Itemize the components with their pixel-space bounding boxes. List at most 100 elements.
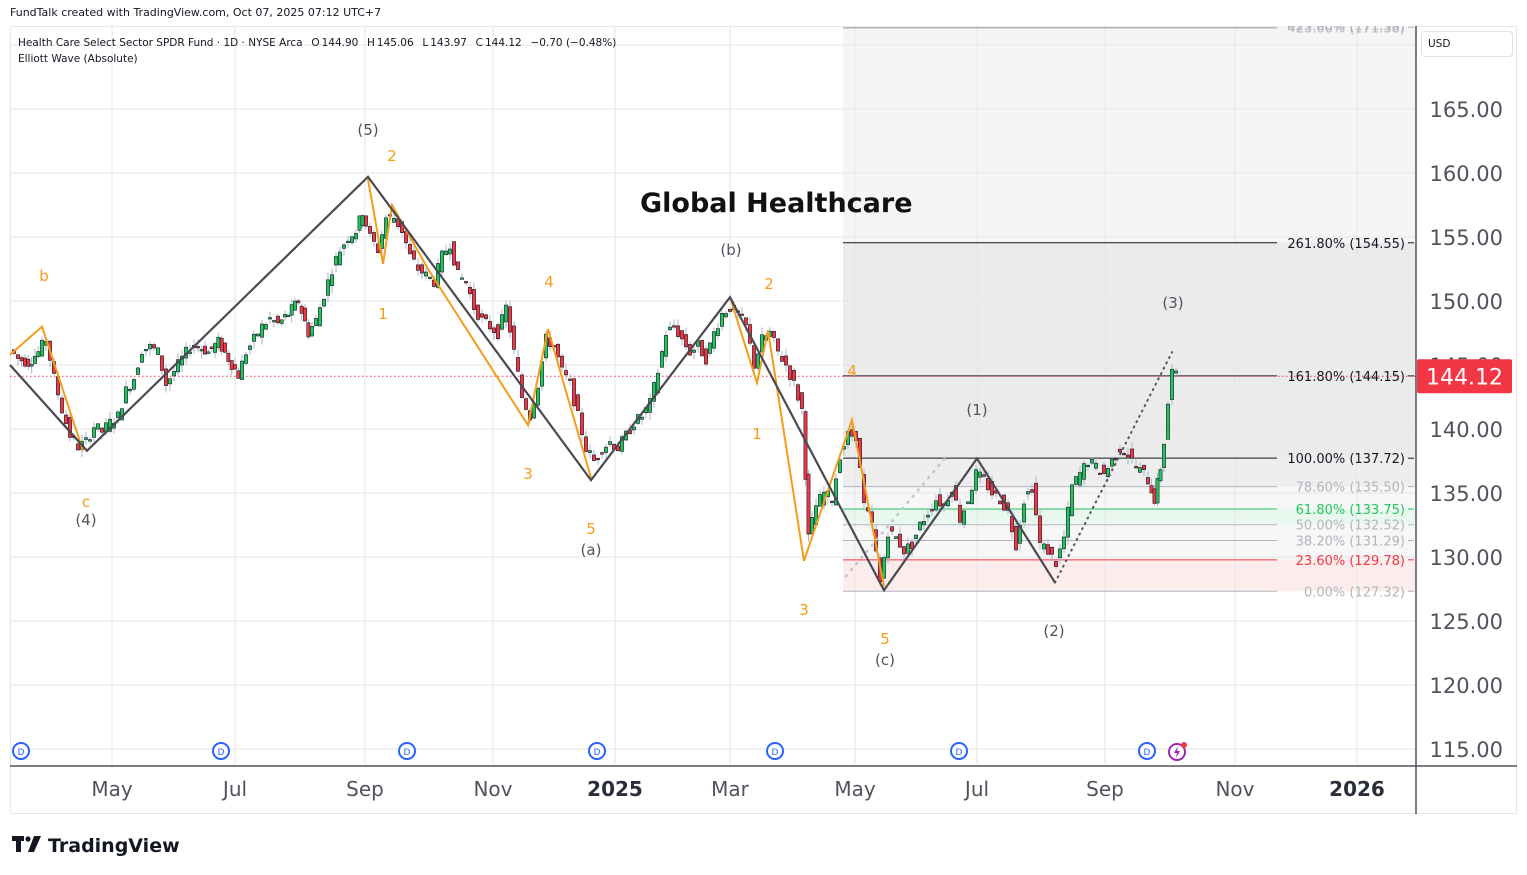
time-axis-label[interactable]: Nov [1215,777,1254,801]
candle-down[interactable] [472,289,476,310]
elliott-major-wave[interactable] [9,175,1056,593]
candle-up[interactable] [914,534,918,539]
candle-down[interactable] [596,458,600,461]
dividend-marker-icon[interactable]: D [766,742,784,760]
candle-up[interactable] [810,517,814,535]
candle-up[interactable] [176,359,180,373]
candle-down[interactable] [524,398,528,410]
candle-down[interactable] [152,344,156,349]
candle-up[interactable] [168,378,172,385]
candle-down[interactable] [796,384,800,401]
candle-up[interactable] [760,334,764,353]
candle-down[interactable] [938,494,942,507]
candle-up[interactable] [834,478,838,506]
candle-up[interactable] [664,335,668,357]
candle-up[interactable] [248,345,252,350]
candle-up[interactable] [1062,536,1066,550]
candle-down[interactable] [1010,516,1014,533]
candle-up[interactable] [29,363,34,367]
candle-down[interactable] [368,226,372,234]
candle-down[interactable] [1102,464,1106,474]
candle-up[interactable] [144,349,148,352]
annotation-title[interactable]: Global Healthcare [640,188,913,219]
candle-up[interactable] [1138,467,1142,473]
candle-up[interactable] [632,426,636,431]
candle-up[interactable] [116,411,120,418]
candle-down[interactable] [492,327,496,333]
candle-down[interactable] [1142,464,1146,471]
candle-up[interactable] [293,300,297,311]
candle-up[interactable] [279,319,284,324]
candle-down[interactable] [416,264,420,271]
candle-down[interactable] [164,368,168,386]
candle-up[interactable] [244,354,248,364]
candle-down[interactable] [772,331,776,338]
candle-up[interactable] [708,342,712,354]
candle-up[interactable] [1158,469,1163,482]
candle-down[interactable] [803,411,808,480]
candle-down[interactable] [704,348,708,365]
candle-up[interactable] [1082,463,1086,480]
candle-up[interactable] [978,471,982,478]
candle-up[interactable] [460,277,464,280]
candle-down[interactable] [412,250,416,260]
currency-selector[interactable]: USD [1421,31,1513,57]
candle-up[interactable] [330,274,334,286]
candle-up[interactable] [350,236,354,243]
candle-down[interactable] [1118,448,1122,453]
candle-up[interactable] [906,543,910,554]
candle-down[interactable] [592,454,596,461]
candle-up[interactable] [500,314,504,330]
candle-up[interactable] [322,298,326,307]
time-axis-label[interactable]: Mar [711,777,750,801]
candle-up[interactable] [962,510,966,525]
time-axis-label[interactable]: May [91,777,133,801]
candle-up[interactable] [84,437,88,440]
candle-up[interactable] [918,521,922,531]
candle-down[interactable] [740,313,744,316]
candle-up[interactable] [1042,543,1046,550]
candle-up[interactable] [148,344,152,350]
candle-down[interactable] [484,314,488,320]
candle-down[interactable] [902,546,906,555]
candle-up[interactable] [652,382,656,402]
candle-up[interactable] [440,250,444,273]
candle-up[interactable] [314,318,318,326]
candle-up[interactable] [286,314,291,317]
candle-up[interactable] [1078,472,1082,486]
candle-down[interactable] [584,436,588,452]
candle-up[interactable] [974,469,978,491]
candle-up[interactable] [640,416,644,420]
candle-up[interactable] [448,248,452,255]
elliott-minor-wave[interactable] [729,296,885,587]
candle-up[interactable] [1162,443,1166,468]
candle-up[interactable] [882,557,886,579]
candle-up[interactable] [128,389,132,392]
candle-up[interactable] [620,436,624,452]
candle-up[interactable] [252,333,256,342]
candle-down[interactable] [998,500,1002,505]
candle-down[interactable] [219,337,224,352]
candle-down[interactable] [236,370,241,379]
time-axis-label[interactable]: May [834,777,876,801]
candle-down[interactable] [1046,544,1050,555]
candle-down[interactable] [890,526,894,532]
candle-down[interactable] [408,243,412,255]
candle-down[interactable] [209,346,214,349]
candle-down[interactable] [1034,482,1038,516]
candle-down[interactable] [226,352,231,362]
candle-up[interactable] [264,324,268,330]
candle-up[interactable] [213,343,217,353]
candle-down[interactable] [982,474,986,477]
candle-down[interactable] [564,370,568,376]
candle-up[interactable] [444,250,448,255]
candle-down[interactable] [372,232,376,242]
candle-down[interactable] [560,355,564,368]
candle-up[interactable] [380,234,384,249]
candle-up[interactable] [283,314,287,318]
candle-down[interactable] [1126,454,1130,458]
candle-up[interactable] [1170,368,1174,400]
candle-down[interactable] [572,378,576,407]
candle-up[interactable] [156,347,160,355]
candle-up[interactable] [132,379,136,390]
